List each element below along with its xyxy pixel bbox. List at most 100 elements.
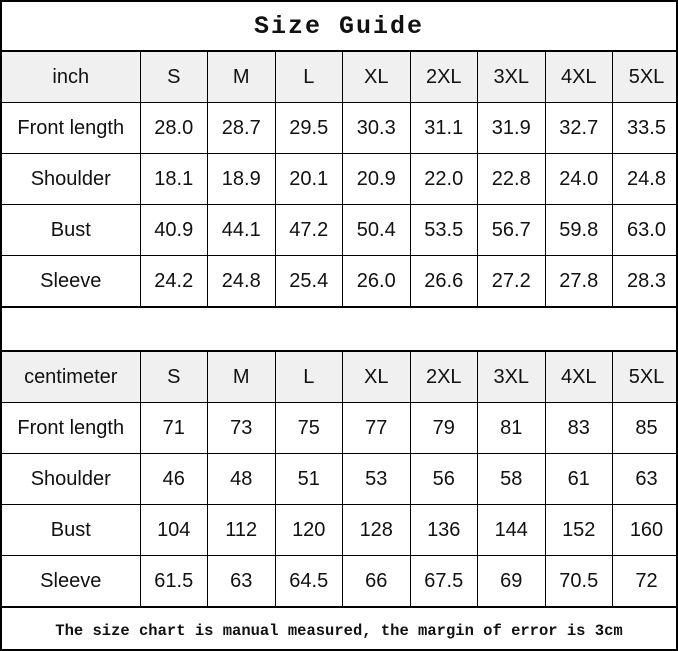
cell-value: 40.9 xyxy=(140,204,208,256)
cell-value: 28.3 xyxy=(627,269,666,292)
cell-value: 81 xyxy=(477,402,546,454)
cell-value: 31.9 xyxy=(477,102,546,154)
cell-value: 18.9 xyxy=(207,153,276,205)
cell-value: 58 xyxy=(477,453,546,505)
size-header-xl: XL xyxy=(342,352,411,403)
cell-value: 30.3 xyxy=(342,102,411,154)
table-row: Bust 40.9 44.1 47.2 50.4 53.5 56.7 59.8 … xyxy=(2,204,676,256)
cell-value: 79 xyxy=(410,402,478,454)
table-header-row: inch S M L XL 2XL 3XL 4XL 5XL xyxy=(2,52,676,103)
cell-value: 71 xyxy=(140,402,208,454)
measurement-table: inch S M L XL 2XL 3XL 4XL 5XL Front leng… xyxy=(2,52,676,306)
size-table-centimeter: centimeter S M L XL 2XL 3XL 4XL 5XL Fron… xyxy=(2,352,676,606)
table-row: Front length 28.0 28.7 29.5 30.3 31.1 31… xyxy=(2,102,676,154)
cell-value: 128 xyxy=(342,504,411,556)
cell-value: 83 xyxy=(545,402,613,454)
cell-value: 66 xyxy=(342,555,411,606)
cell-value: 61.5 xyxy=(140,555,208,606)
cell-value: 104 xyxy=(140,504,208,556)
table-row: Shoulder 46 48 51 53 56 58 61 63 xyxy=(2,453,676,505)
row-label: Front length xyxy=(2,102,141,154)
cell-value: 63 xyxy=(207,555,276,606)
cell-value: 18.1 xyxy=(140,153,208,205)
cell-value: 26.0 xyxy=(342,255,411,306)
size-header-4xl: 4XL xyxy=(545,52,613,103)
table-row: Sleeve 61.5 63 64.5 66 67.5 69 70.5 72 xyxy=(2,555,676,606)
measurement-table: centimeter S M L XL 2XL 3XL 4XL 5XL Fron… xyxy=(2,352,676,606)
cell-value: 22.8 xyxy=(477,153,546,205)
row-label: Shoulder xyxy=(2,453,141,505)
size-header-m: M xyxy=(207,352,276,403)
cell-value: 77 xyxy=(342,402,411,454)
cell-value: 24.0 xyxy=(545,153,613,205)
size-header-l: L xyxy=(275,52,343,103)
row-label: Bust xyxy=(2,204,141,256)
cell-value: 27.8 xyxy=(545,255,613,306)
cell-value: 20.1 xyxy=(275,153,343,205)
size-header-s: S xyxy=(140,52,208,103)
cell-value: 24.8 xyxy=(207,255,276,306)
size-header-xl: XL xyxy=(342,52,411,103)
cell-value: 70.5 xyxy=(545,555,613,606)
cell-value: 59.8 xyxy=(545,204,613,256)
page-title: Size Guide xyxy=(253,11,425,41)
cell-value: 120 xyxy=(275,504,343,556)
cell-value: 24.8 xyxy=(612,153,676,205)
table-separator xyxy=(2,306,676,352)
table-header-row: centimeter S M L XL 2XL 3XL 4XL 5XL xyxy=(2,352,676,403)
cell-value: 63 xyxy=(612,453,676,505)
row-label: Shoulder xyxy=(2,153,141,205)
cell-value: 69 xyxy=(477,555,546,606)
table-body: inch S M L XL 2XL 3XL 4XL 5XL Front leng… xyxy=(2,52,676,306)
cell-value: 25.4 xyxy=(275,255,343,306)
cell-value: 31.1 xyxy=(410,102,478,154)
cell-value: 56.7 xyxy=(477,204,546,256)
table-row: Shoulder 18.1 18.9 20.1 20.9 22.0 22.8 2… xyxy=(2,153,676,205)
cell-value: 85 xyxy=(612,402,676,454)
table-row: Sleeve 24.2 24.8 25.4 26.0 26.6 27.2 27.… xyxy=(2,255,676,306)
size-header-3xl: 3XL xyxy=(477,352,546,403)
measurement-disclaimer-text: The size chart is manual measured, the m… xyxy=(55,622,623,640)
size-header-3xl: 3XL xyxy=(477,52,546,103)
cell-value: 64.5 xyxy=(275,555,343,606)
cell-value: 136 xyxy=(410,504,478,556)
unit-header-inch: inch xyxy=(2,52,141,103)
measurement-disclaimer-row: The size chart is manual measured, the m… xyxy=(2,606,676,649)
size-header-l: L xyxy=(275,352,343,403)
cell-value: 112 xyxy=(207,504,276,556)
cell-value: 24.2 xyxy=(140,255,208,306)
cell-value: 26.6 xyxy=(410,255,478,306)
cell-value: 67.5 xyxy=(410,555,478,606)
row-label: Bust xyxy=(2,504,141,556)
cell-value: 160 xyxy=(612,504,676,556)
cell-value: 29.5 xyxy=(275,102,343,154)
size-header-s: S xyxy=(140,352,208,403)
size-header-4xl: 4XL xyxy=(545,352,613,403)
cell-value: 47.2 xyxy=(275,204,343,256)
cell-value: 22.0 xyxy=(410,153,478,205)
row-label: Front length xyxy=(2,402,141,454)
cell-value: 28.7 xyxy=(207,102,276,154)
cell-value: 20.9 xyxy=(342,153,411,205)
cell-value: 33.5 xyxy=(612,102,676,154)
cell-value: 46 xyxy=(140,453,208,505)
size-header-2xl: 2XL xyxy=(410,52,478,103)
cell-value: 56 xyxy=(410,453,478,505)
unit-header-centimeter: centimeter xyxy=(2,352,141,403)
cell-value: 75 xyxy=(275,402,343,454)
cell-value: 51 xyxy=(275,453,343,505)
cell-value: 53.5 xyxy=(410,204,478,256)
cell-value: 32.7 xyxy=(545,102,613,154)
size-table-inch: inch S M L XL 2XL 3XL 4XL 5XL Front leng… xyxy=(2,52,676,306)
table-row: Front length 71 73 75 77 79 81 83 85 xyxy=(2,402,676,454)
cell-value: 152 xyxy=(545,504,613,556)
row-label: Sleeve xyxy=(2,555,141,606)
cell-value: 61 xyxy=(545,453,613,505)
size-guide-title-row: Size Guide xyxy=(2,2,676,52)
size-header-2xl: 2XL xyxy=(410,352,478,403)
cell-value: 72 xyxy=(635,569,658,592)
table-body: centimeter S M L XL 2XL 3XL 4XL 5XL Fron… xyxy=(2,352,676,606)
size-header-5xl: 5XL xyxy=(612,352,676,403)
cell-value: 73 xyxy=(207,402,276,454)
size-header-m: M xyxy=(207,52,276,103)
